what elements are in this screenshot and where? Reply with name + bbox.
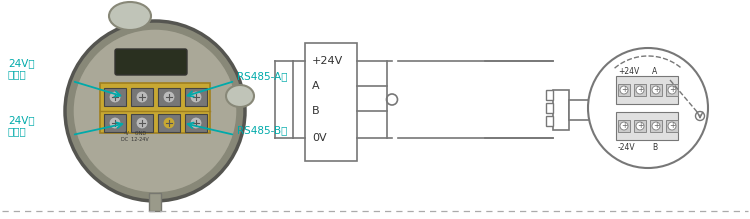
FancyBboxPatch shape [115, 49, 187, 75]
Bar [100, 83, 210, 133]
Bar [104, 114, 126, 132]
Circle shape [163, 117, 175, 129]
Text: +: + [637, 85, 644, 95]
Bar [634, 120, 646, 132]
Bar [615, 90, 622, 100]
Text: -24V: -24V [618, 143, 635, 152]
Text: B: B [312, 106, 320, 116]
Bar [305, 43, 357, 161]
Circle shape [109, 117, 121, 129]
Text: 源负极: 源负极 [8, 126, 27, 136]
Circle shape [668, 122, 676, 130]
Bar [185, 114, 207, 132]
Bar [666, 120, 678, 132]
Circle shape [620, 86, 628, 94]
Circle shape [636, 122, 644, 130]
Bar [615, 116, 622, 126]
Text: +: + [637, 122, 644, 131]
Circle shape [73, 29, 237, 193]
Bar [666, 84, 678, 96]
Text: +24V: +24V [618, 67, 639, 76]
Bar [131, 88, 153, 106]
Ellipse shape [226, 85, 254, 107]
Bar [158, 114, 180, 132]
Bar [131, 114, 153, 132]
Circle shape [652, 122, 660, 130]
Bar [149, 193, 161, 211]
Bar [185, 88, 207, 106]
Circle shape [695, 111, 704, 120]
Bar [546, 103, 553, 113]
Circle shape [668, 86, 676, 94]
Circle shape [109, 91, 121, 103]
Text: +24V: +24V [312, 56, 344, 66]
Text: B: B [652, 143, 657, 152]
Bar [650, 84, 662, 96]
Bar [104, 88, 126, 106]
Circle shape [163, 91, 175, 103]
Circle shape [386, 94, 398, 105]
Bar [616, 112, 678, 140]
Circle shape [190, 91, 202, 103]
Circle shape [136, 91, 148, 103]
Circle shape [620, 122, 628, 130]
Text: +: + [669, 85, 675, 95]
Bar [618, 84, 630, 96]
Circle shape [65, 21, 245, 201]
Text: +: + [652, 85, 659, 95]
Ellipse shape [109, 2, 151, 30]
Bar [546, 90, 553, 100]
Circle shape [636, 86, 644, 94]
Bar [650, 120, 662, 132]
Bar [546, 116, 553, 126]
Text: RS485-A极: RS485-A极 [237, 71, 287, 81]
Bar [618, 120, 630, 132]
Circle shape [136, 117, 148, 129]
Text: RS485-B极: RS485-B极 [237, 125, 287, 135]
Circle shape [652, 86, 660, 94]
Bar [616, 76, 678, 104]
Bar [615, 103, 622, 113]
Text: +: + [669, 122, 675, 131]
Text: +: + [621, 122, 627, 131]
Bar [158, 88, 180, 106]
Circle shape [588, 48, 708, 168]
Text: 24V电: 24V电 [8, 115, 34, 125]
Text: DC  12-24V: DC 12-24V [122, 137, 148, 142]
Bar [634, 84, 646, 96]
Circle shape [190, 117, 202, 129]
Text: 24V电: 24V电 [8, 58, 34, 68]
Text: A: A [652, 67, 657, 76]
Bar [599, 90, 615, 130]
Text: +: + [621, 85, 627, 95]
Bar [553, 90, 569, 130]
Text: A: A [312, 81, 320, 91]
Bar [569, 100, 599, 120]
Text: +: + [652, 122, 659, 131]
Text: 0V: 0V [312, 133, 327, 143]
Text: 源正极: 源正极 [8, 69, 27, 79]
Text: -V    GND: -V GND [124, 131, 146, 136]
